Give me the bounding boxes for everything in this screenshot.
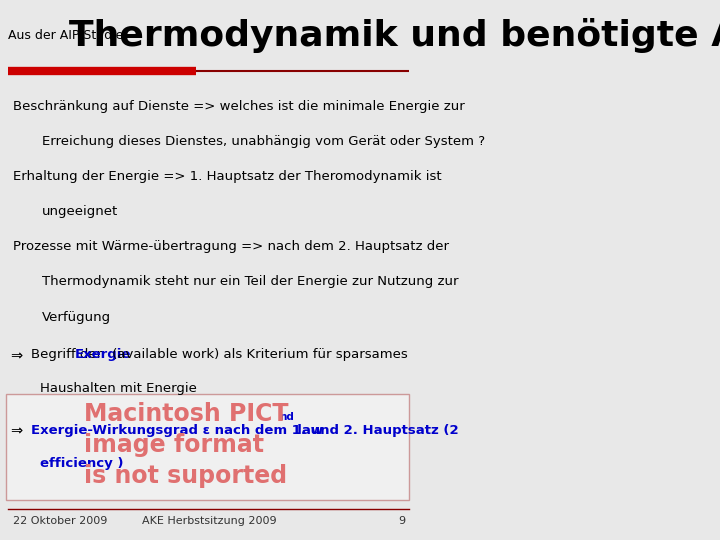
Text: ungeeignet: ungeeignet bbox=[42, 205, 118, 218]
Text: 9: 9 bbox=[398, 516, 405, 526]
Text: Prozesse mit Wärme-übertragung => nach dem 2. Hauptsatz der: Prozesse mit Wärme-übertragung => nach d… bbox=[12, 240, 449, 253]
FancyBboxPatch shape bbox=[6, 394, 410, 500]
Text: efficiency ): efficiency ) bbox=[40, 457, 123, 470]
Text: Macintosh PICT
image format
is not suported: Macintosh PICT image format is not supor… bbox=[84, 402, 288, 488]
Text: Aus der AIP Studie:: Aus der AIP Studie: bbox=[9, 29, 128, 42]
Text: Erreichung dieses Dienstes, unabhängig vom Gerät oder System ?: Erreichung dieses Dienstes, unabhängig v… bbox=[42, 135, 485, 148]
Text: (available work) als Kriterium für sparsames: (available work) als Kriterium für spars… bbox=[108, 348, 408, 361]
Text: Exergie: Exergie bbox=[75, 348, 132, 361]
Text: Thermodynamik steht nur ein Teil der Energie zur Nutzung zur: Thermodynamik steht nur ein Teil der Ene… bbox=[42, 275, 458, 288]
Text: Beschränkung auf Dienste => welches ist die minimale Energie zur: Beschränkung auf Dienste => welches ist … bbox=[12, 100, 464, 113]
Text: ⇒: ⇒ bbox=[11, 348, 23, 363]
Text: Haushalten mit Energie: Haushalten mit Energie bbox=[40, 382, 197, 395]
Text: Begriff der: Begriff der bbox=[32, 348, 107, 361]
Text: law: law bbox=[288, 424, 323, 437]
Text: 22 Oktober 2009: 22 Oktober 2009 bbox=[12, 516, 107, 526]
Text: Exergie-Wirkungsgrad ε nach dem 1. und 2. Hauptsatz (2: Exergie-Wirkungsgrad ε nach dem 1. und 2… bbox=[32, 424, 459, 437]
Text: nd: nd bbox=[279, 412, 294, 422]
Text: Erhaltung der Energie => 1. Hauptsatz der Theromodynamik ist: Erhaltung der Energie => 1. Hauptsatz de… bbox=[12, 170, 441, 183]
Text: AKE Herbstsitzung 2009: AKE Herbstsitzung 2009 bbox=[142, 516, 276, 526]
Text: Verfügung: Verfügung bbox=[42, 310, 111, 323]
Text: Thermodynamik und benötigte Arbeit: Thermodynamik und benötigte Arbeit bbox=[69, 18, 720, 52]
Text: ⇒: ⇒ bbox=[11, 424, 23, 439]
